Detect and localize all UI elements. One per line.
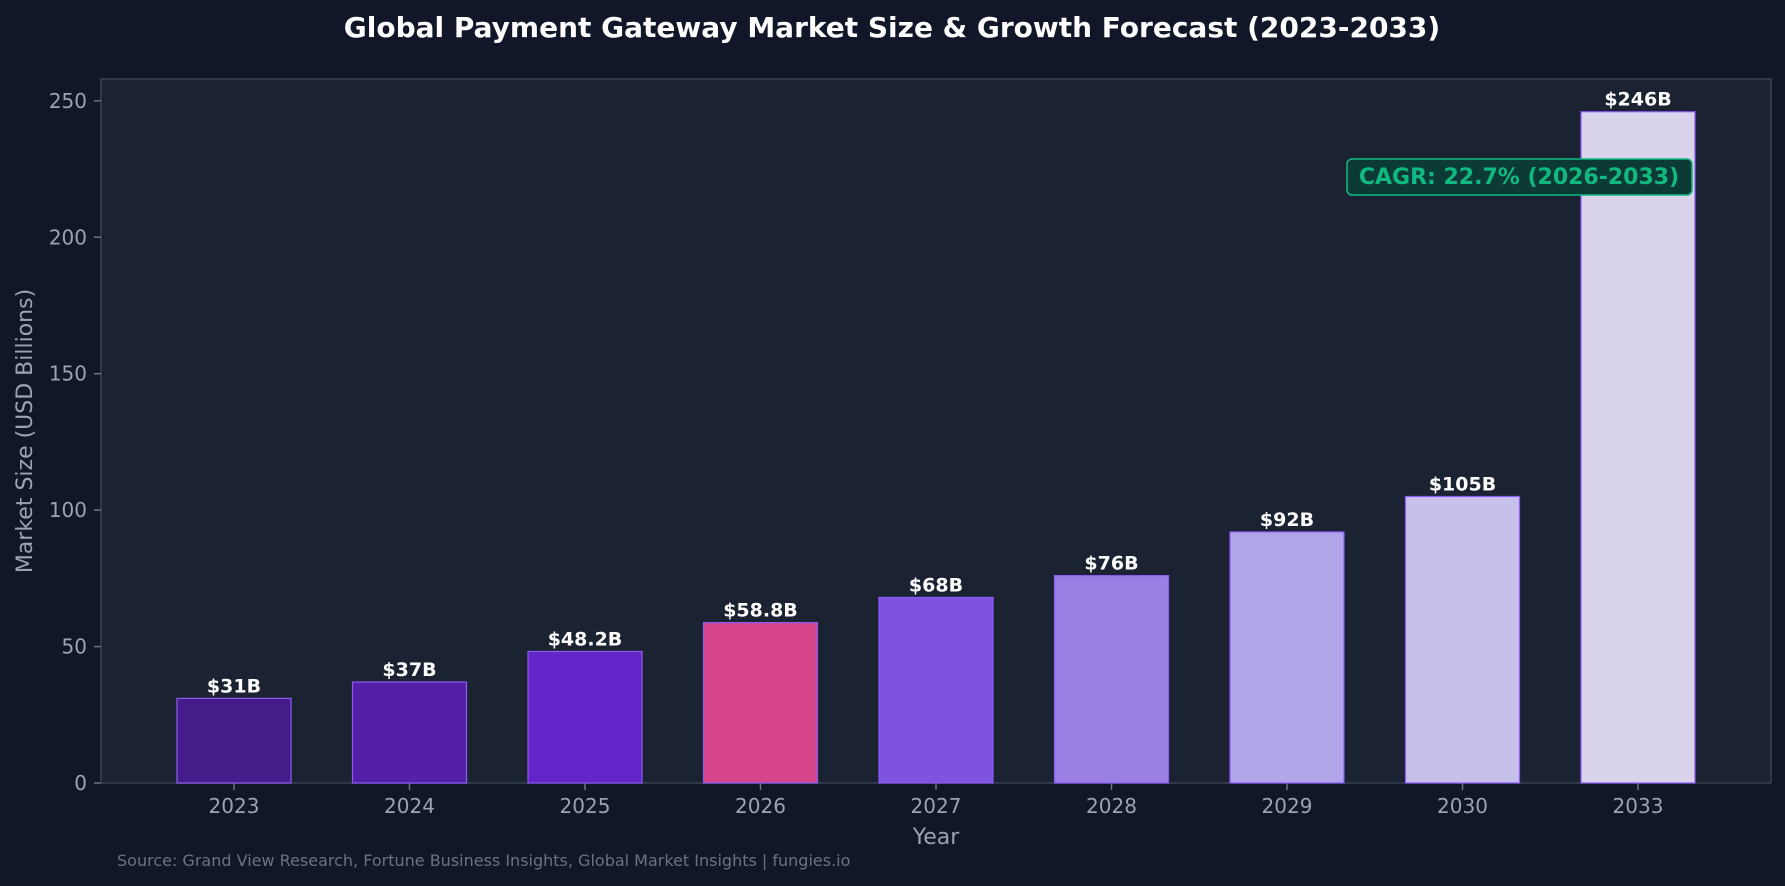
y-tick-label: 200 [49,225,87,249]
bar-2030 [1404,495,1521,784]
y-tick-label: 50 [62,635,87,659]
source-note: Source: Grand View Research, Fortune Bus… [117,851,850,870]
y-tick-label: 250 [49,89,87,113]
x-tick-label: 2033 [1613,794,1664,818]
value-label-2028: $76B [1084,553,1138,575]
value-label-2029: $92B [1260,509,1314,531]
x-tick-label: 2027 [911,794,962,818]
cagr-annotation-text: CAGR: 22.7% (2026-2033) [1359,165,1679,190]
x-axis-label: Year [912,825,961,850]
bar-2025 [527,650,643,784]
y-tick-label: 100 [49,498,87,522]
bar-2029 [1229,531,1345,784]
cagr-annotation: CAGR: 22.7% (2026-2033) [1346,158,1693,196]
value-label-2026: $58.8B [723,600,798,622]
y-axis-ticks: 0 50 100 150 200 250 [49,89,101,795]
x-tick-label: 2028 [1086,794,1137,818]
bar-2026 [702,621,819,784]
y-axis-label: Market Size (USD Billions) [13,289,38,573]
bar-2028 [1053,575,1170,784]
x-axis-ticks: 2023 2024 2025 2026 2027 2028 2029 2030 2033 [209,783,1664,818]
x-tick-label: 2024 [384,794,435,818]
x-tick-label: 2025 [560,794,611,818]
x-tick-label: 2030 [1437,794,1488,818]
x-tick-label: 2029 [1262,794,1313,818]
value-label-2024: $37B [382,659,436,681]
cagr-annotation-box [1346,158,1693,196]
bars-group [176,111,1696,784]
bar-2023 [176,697,292,784]
bar-2027 [878,596,994,784]
value-label-2023: $31B [207,675,261,697]
y-tick-label: 0 [74,771,87,795]
value-labels-group: $31B $37B $48.2B $58.8B $68B $76B $92B $105B $24… [207,89,1672,698]
x-tick-label: 2023 [209,794,260,818]
value-label-2033: $246B [1604,89,1671,111]
value-label-2025: $48.2B [548,628,623,650]
x-tick-label: 2026 [735,794,786,818]
chart-title: Global Payment Gateway Market Size & Gro… [344,11,1440,44]
y-tick-label: 150 [49,362,87,386]
value-label-2030: $105B [1429,473,1496,495]
bar-2024 [351,681,468,784]
value-label-2027: $68B [909,574,963,596]
bar-2033 [1580,111,1696,784]
